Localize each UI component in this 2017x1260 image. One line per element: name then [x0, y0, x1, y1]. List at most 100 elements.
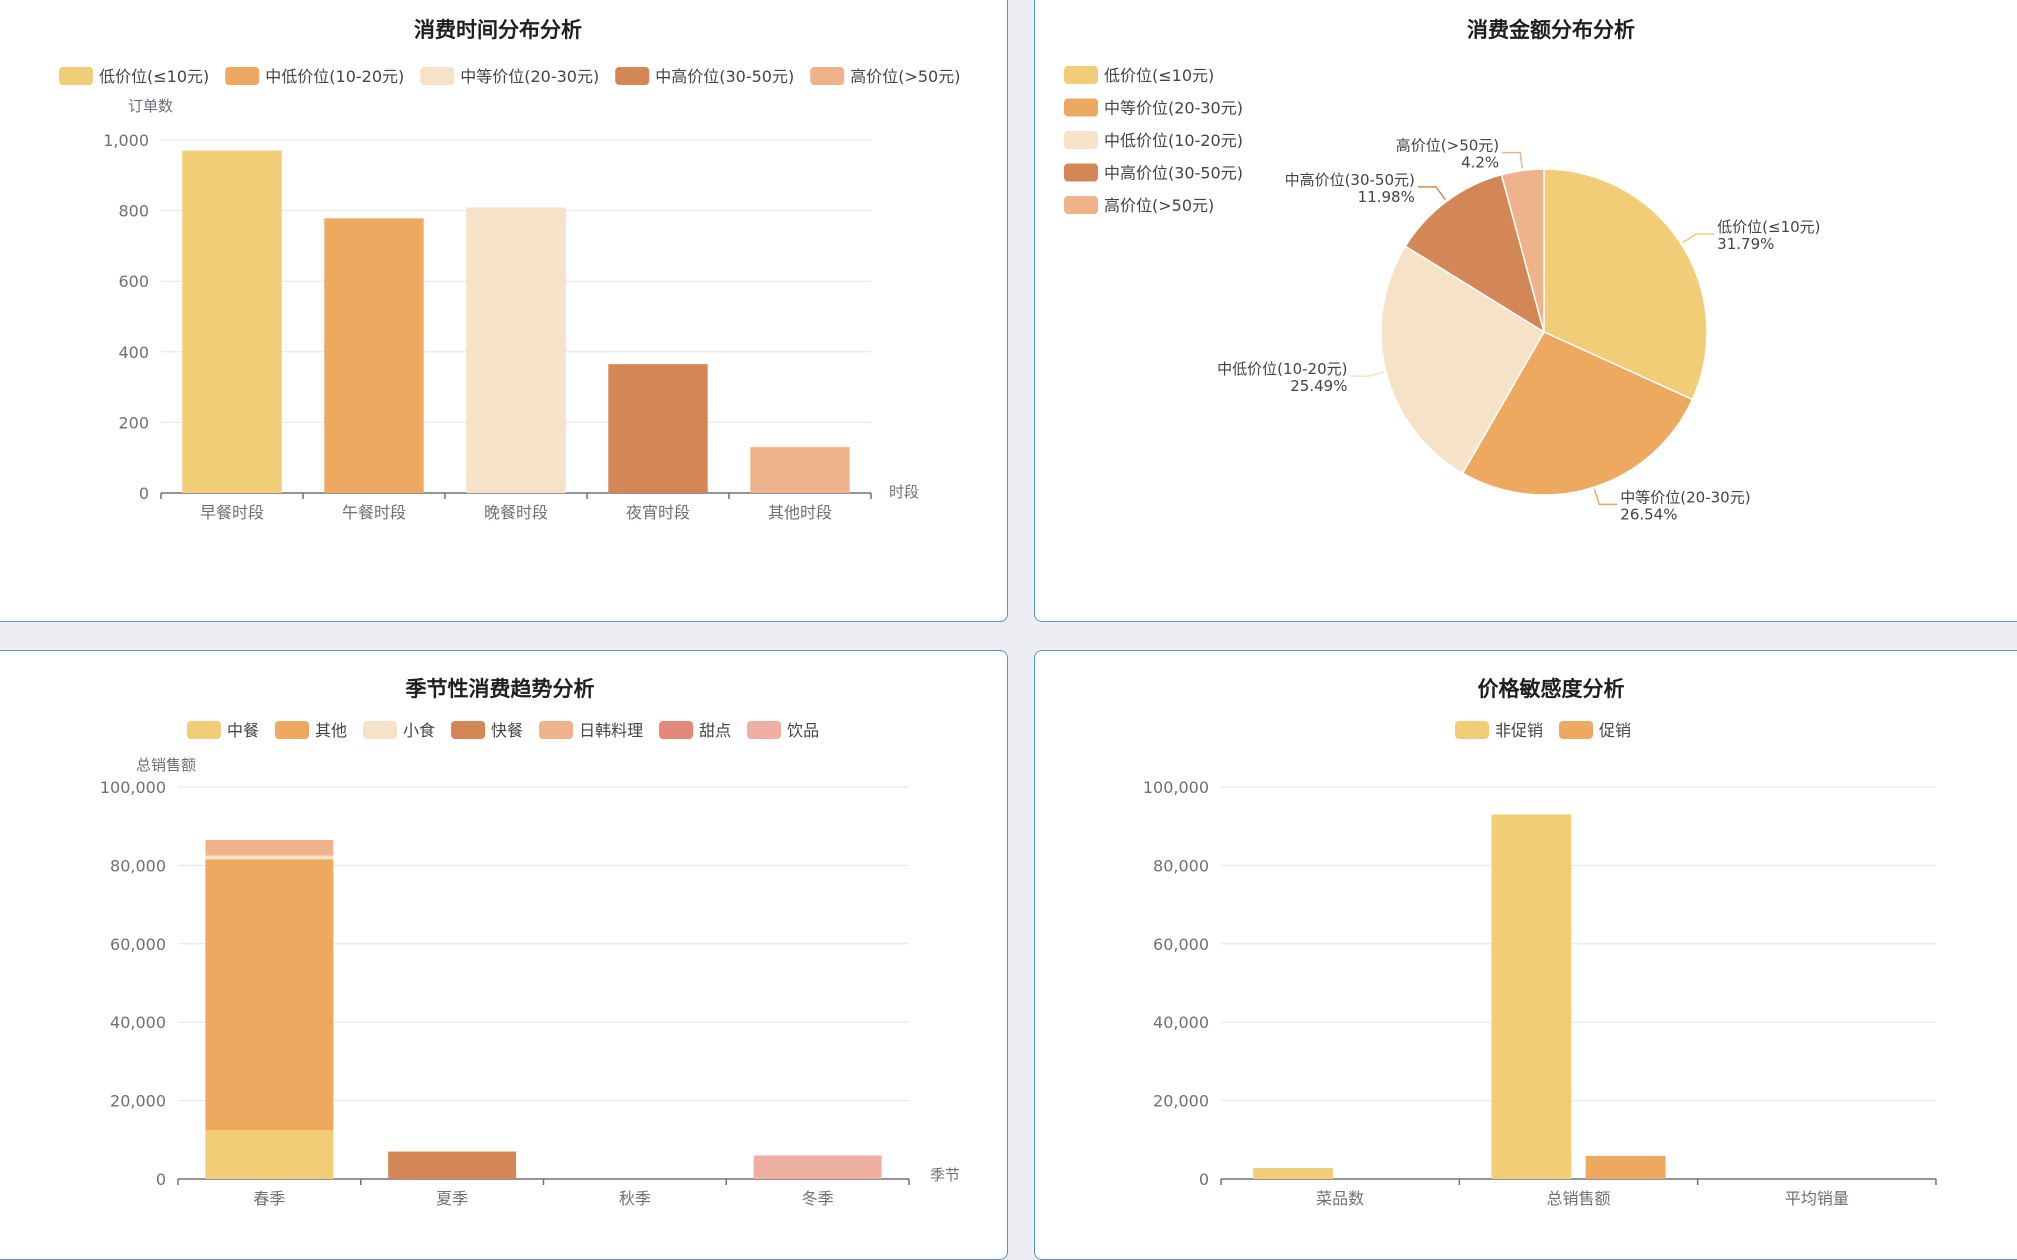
chart-title: 价格敏感度分析	[1478, 677, 1625, 701]
chart-title: 消费时间分布分析	[414, 18, 582, 42]
x-tick-label: 夏季	[436, 1189, 468, 1208]
seasonal-trend-panel: 季节性消费趋势分析 中餐 其他 小食 快餐 日韩料理 甜点 饮品 总销售额 季节 0 20,0…	[0, 650, 1008, 1260]
legend-item[interactable]: 非促销	[1455, 721, 1543, 740]
y-tick-label: 400	[118, 343, 149, 362]
bar-夏季-快餐[interactable]	[388, 1151, 517, 1179]
legend-item[interactable]: 中低价位(10-20元)	[225, 67, 404, 86]
legend-swatch	[539, 721, 574, 739]
amount-distribution-chart: 消费金额分布分析 低价位(≤10元) 中等价位(20-30元) 中低价位(10-20…	[1064, 18, 1821, 523]
legend-label: 中低价位(10-20元)	[265, 67, 404, 86]
legend-label: 高价位(>50元)	[850, 67, 960, 86]
legend-swatch	[615, 67, 650, 85]
legend-item[interactable]: 中等价位(20-30元)	[420, 67, 599, 86]
legend-item[interactable]: 甜点	[659, 721, 731, 740]
bar-菜品数-非促销[interactable]	[1253, 1168, 1334, 1179]
legend-item[interactable]: 快餐	[451, 721, 523, 740]
legend-swatch	[187, 721, 221, 739]
x-tick-label: 早餐时段	[200, 503, 264, 522]
legend-swatch	[1064, 196, 1098, 214]
pie-slice[interactable]	[1380, 245, 1546, 475]
plot-area: 0 20,000 40,000 60,000 80,000 100,000 春季 夏季 秋季 冬季	[100, 778, 910, 1208]
bar-夜宵时段[interactable]	[608, 364, 708, 493]
y-tick-label: 80,000	[110, 856, 166, 875]
legend[interactable]: 低价位(≤10元) 中低价位(10-20元) 中等价位(20-30元) 中高价位(30…	[59, 67, 960, 86]
chart-title: 消费金额分布分析	[1467, 18, 1635, 42]
bar-春季-日韩料理[interactable]	[205, 839, 334, 856]
legend[interactable]: 低价位(≤10元) 中等价位(20-30元) 中低价位(10-20元) 中高价位(30…	[1064, 66, 1243, 215]
pie-slice[interactable]	[1543, 168, 1708, 401]
pie-label-line	[1593, 488, 1618, 506]
pie-slice[interactable]	[1404, 173, 1546, 334]
legend-swatch	[363, 721, 398, 739]
y-tick-label: 200	[118, 413, 149, 432]
bar-晚餐时段[interactable]	[466, 207, 566, 493]
legend-swatch	[1455, 721, 1489, 739]
price-sensitivity-panel: 价格敏感度分析 非促销 促销 0 20,000 40,000 60,000 80,000 1…	[1034, 650, 2017, 1260]
legend-item[interactable]: 高价位(>50元)	[810, 67, 960, 86]
legend-item[interactable]: 其他	[275, 721, 347, 740]
legend-label: 促销	[1599, 721, 1631, 740]
pie-label-percent: 31.79%	[1717, 235, 1774, 253]
seasonal-trend-chart: 季节性消费趋势分析 中餐 其他 小食 快餐 日韩料理 甜点 饮品 总销售额 季节 0 20,0…	[100, 677, 960, 1208]
y-tick-label: 100,000	[100, 778, 166, 797]
pie-label-name: 中等价位(20-30元)	[1620, 488, 1750, 506]
pie-label-percent: 11.98%	[1358, 188, 1415, 206]
pie-label-name: 中低价位(10-20元)	[1217, 360, 1347, 378]
legend-item[interactable]: 日韩料理	[539, 721, 643, 740]
legend-item[interactable]: 中低价位(10-20元)	[1064, 131, 1243, 150]
legend-label: 饮品	[787, 721, 819, 740]
bar-其他时段[interactable]	[750, 447, 850, 493]
bar-总销售额-非促销[interactable]	[1491, 814, 1572, 1179]
legend-item[interactable]: 中等价位(20-30元)	[1064, 98, 1243, 118]
legend-item[interactable]: 中高价位(30-50元)	[615, 67, 794, 86]
legend-swatch	[451, 721, 486, 739]
y-tick-label: 100,000	[1143, 778, 1209, 797]
legend[interactable]: 非促销 促销	[1455, 721, 1631, 740]
bar-早餐时段[interactable]	[182, 150, 282, 493]
pie-label-line	[1682, 233, 1715, 244]
bar-午餐时段[interactable]	[324, 218, 424, 493]
legend-item[interactable]: 高价位(>50元)	[1064, 196, 1214, 215]
bar-总销售额-促销[interactable]	[1585, 1155, 1666, 1179]
legend-swatch	[59, 67, 93, 85]
y-tick-label: 0	[139, 484, 149, 503]
pie-label-percent: 4.2%	[1461, 154, 1499, 172]
y-tick-label: 0	[156, 1170, 166, 1189]
legend[interactable]: 中餐 其他 小食 快餐 日韩料理 甜点 饮品	[187, 721, 819, 740]
bar-春季-中餐[interactable]	[205, 1130, 334, 1179]
x-axis-label: 季节	[930, 1166, 960, 1184]
pie-label-line	[1350, 371, 1385, 377]
legend-label: 中等价位(20-30元)	[1104, 99, 1243, 118]
legend-item[interactable]: 中餐	[187, 721, 259, 740]
x-tick-label: 晚餐时段	[484, 503, 548, 522]
legend-item[interactable]: 中高价位(30-50元)	[1064, 163, 1243, 183]
pie-label-percent: 26.54%	[1620, 505, 1677, 523]
pie-slice[interactable]	[1461, 331, 1694, 496]
plot-area: 0 20,000 40,000 60,000 80,000 100,000 菜品数 总销售额 平…	[1143, 778, 1937, 1208]
bar-春季-其他[interactable]	[205, 859, 334, 1130]
bar-冬季-饮品[interactable]	[753, 1155, 882, 1179]
chart-title: 季节性消费趋势分析	[406, 677, 595, 701]
x-tick-label: 其他时段	[768, 503, 832, 522]
y-axis-label: 订单数	[128, 97, 173, 115]
price-sensitivity-chart: 价格敏感度分析 非促销 促销 0 20,000 40,000 60,000 80,000 1…	[1143, 677, 1937, 1208]
y-axis-label: 总销售额	[136, 756, 196, 774]
legend-label: 高价位(>50元)	[1104, 196, 1214, 215]
y-tick-label: 600	[118, 272, 149, 291]
pie-label-line	[1502, 151, 1524, 169]
legend-item[interactable]: 促销	[1559, 721, 1631, 740]
legend-item[interactable]: 小食	[363, 721, 435, 740]
legend-label: 中高价位(30-50元)	[655, 67, 794, 86]
bar-春季-小食[interactable]	[205, 855, 334, 860]
y-tick-label: 1,000	[103, 131, 149, 150]
y-tick-label: 60,000	[1153, 935, 1209, 954]
legend-item[interactable]: 低价位(≤10元)	[1064, 66, 1214, 85]
legend-swatch	[1064, 66, 1098, 84]
pie-slice[interactable]	[1500, 168, 1545, 333]
legend-swatch	[275, 721, 310, 739]
legend-item[interactable]: 饮品	[747, 721, 819, 740]
legend-swatch	[1559, 721, 1594, 739]
legend-item[interactable]: 低价位(≤10元)	[59, 67, 209, 86]
legend-swatch	[1064, 98, 1098, 117]
x-tick-label: 总销售额	[1546, 1189, 1610, 1208]
